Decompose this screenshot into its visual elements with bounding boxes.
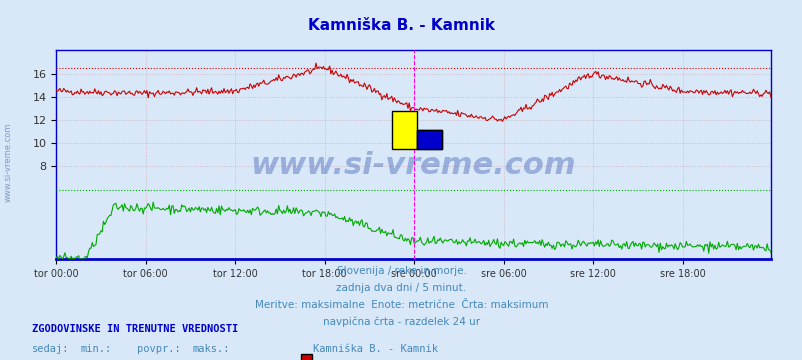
Text: Kamniška B. - Kamnik: Kamniška B. - Kamnik [308,18,494,33]
Text: www.si-vreme.com: www.si-vreme.com [3,122,13,202]
Text: navpična črta - razdelek 24 ur: navpična črta - razdelek 24 ur [322,316,480,327]
Text: min.:: min.: [80,344,111,354]
FancyBboxPatch shape [416,130,442,149]
Text: maks.:: maks.: [192,344,230,354]
Text: sedaj:: sedaj: [32,344,70,354]
Text: ZGODOVINSKE IN TRENUTNE VREDNOSTI: ZGODOVINSKE IN TRENUTNE VREDNOSTI [32,324,238,334]
Text: www.si-vreme.com: www.si-vreme.com [250,151,576,180]
Text: Kamniška B. - Kamnik: Kamniška B. - Kamnik [313,344,438,354]
Text: zadnja dva dni / 5 minut.: zadnja dva dni / 5 minut. [336,283,466,293]
Text: Slovenija / reke in morje.: Slovenija / reke in morje. [336,266,466,276]
Text: Meritve: maksimalne  Enote: metrične  Črta: maksimum: Meritve: maksimalne Enote: metrične Črta… [254,300,548,310]
FancyBboxPatch shape [391,111,416,149]
Text: povpr.:: povpr.: [136,344,180,354]
FancyBboxPatch shape [416,130,442,149]
